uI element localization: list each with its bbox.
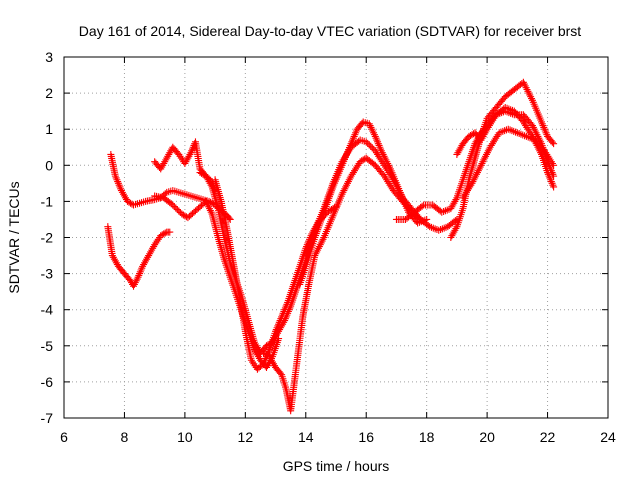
x-tick-label: 24	[600, 429, 616, 445]
x-tick-label: 10	[177, 429, 193, 445]
series-trace-a	[104, 223, 174, 290]
data-point-marker	[172, 204, 180, 212]
data-point-marker	[550, 172, 558, 180]
series-trace-m	[459, 125, 558, 202]
y-tick-label: -3	[41, 266, 54, 282]
data-point-marker	[548, 138, 556, 146]
data-point-marker	[276, 369, 284, 377]
x-tick-label: 6	[60, 429, 68, 445]
series-trace-i	[302, 136, 461, 260]
x-tick-label: 16	[358, 429, 374, 445]
y-tick-label: 3	[45, 49, 53, 65]
data-point-marker	[365, 141, 373, 149]
grid-lines	[64, 57, 608, 418]
x-tick-label: 20	[479, 429, 495, 445]
series-trace-c	[151, 138, 219, 195]
x-tick-label: 14	[298, 429, 314, 445]
data-point-marker	[550, 183, 558, 191]
data-point-marker	[368, 144, 376, 152]
data-point-marker	[418, 202, 426, 210]
data-point-marker	[170, 203, 178, 211]
y-tick-label: -4	[41, 302, 54, 318]
chart-title: Day 161 of 2014, Sidereal Day-to-day VTE…	[79, 23, 581, 39]
data-point-marker	[550, 140, 558, 148]
data-point-marker	[364, 139, 372, 147]
y-tick-label: -1	[41, 193, 54, 209]
y-tick-label: -7	[41, 410, 54, 426]
data-point-marker	[160, 230, 168, 238]
y-axis-label: SDTVAR / TECUs	[6, 181, 22, 293]
y-tick-label: 0	[45, 157, 53, 173]
data-point-marker	[161, 229, 169, 237]
data-point-marker	[126, 199, 134, 207]
series-trace-g	[259, 154, 425, 415]
x-axis-label: GPS time / hours	[283, 458, 390, 474]
y-tick-label: 2	[45, 85, 53, 101]
x-tick-label: 12	[238, 429, 254, 445]
y-tick-label: -5	[41, 338, 54, 354]
y-tick-label: -6	[41, 374, 54, 390]
y-tick-label: 1	[45, 121, 53, 137]
data-series	[104, 78, 558, 415]
data-point-marker	[550, 161, 558, 169]
series-trace-h	[296, 118, 431, 288]
data-point-marker	[359, 156, 367, 164]
series-trace-d	[151, 192, 283, 371]
data-point-marker	[362, 138, 370, 146]
x-tick-label: 22	[540, 429, 556, 445]
data-point-marker	[166, 228, 174, 236]
data-point-marker	[169, 201, 177, 209]
x-tick-label: 18	[419, 429, 435, 445]
data-point-marker	[175, 207, 183, 215]
y-tick-label: -2	[41, 230, 54, 246]
data-point-marker	[367, 142, 375, 150]
x-tick-label: 8	[121, 429, 129, 445]
data-point-marker	[173, 206, 181, 214]
series-trace-k	[447, 78, 558, 241]
